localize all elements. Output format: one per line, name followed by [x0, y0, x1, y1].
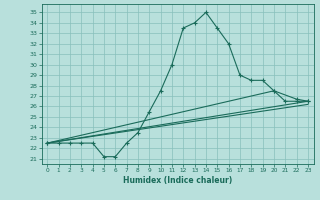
- X-axis label: Humidex (Indice chaleur): Humidex (Indice chaleur): [123, 176, 232, 185]
